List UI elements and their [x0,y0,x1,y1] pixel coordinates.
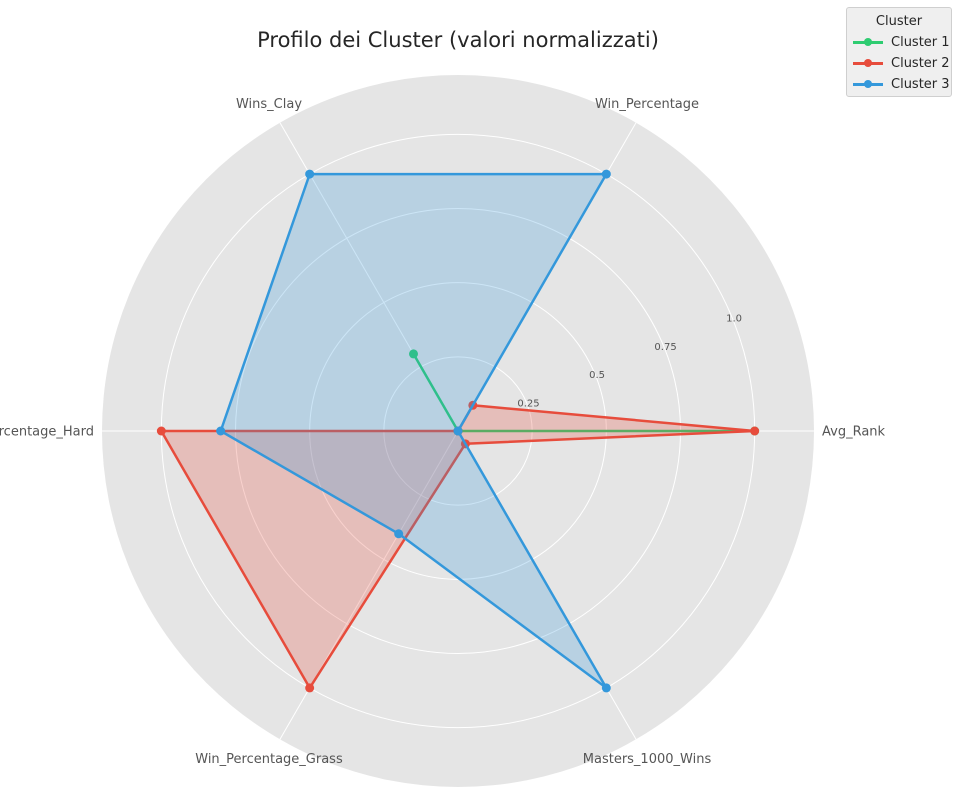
radial-tick-label: 0.5 [589,370,605,381]
data-point [453,426,463,436]
radial-tick-label: 0.75 [654,342,676,353]
axis-label: Win_Percentage [595,97,699,112]
legend-swatch [853,33,883,51]
legend: Cluster Cluster 1 Cluster 2 Cluster 3 [846,7,952,97]
axis-labels: Avg_Rank Win_Percentage Wins_Clay Win_Perce… [0,97,886,767]
axis-label: Wins_Clay [236,97,302,112]
data-point [305,169,315,179]
legend-label: Cluster 3 [891,76,950,92]
chart-title: Profilo dei Cluster (valori normalizzati… [257,28,659,52]
series-area [220,174,607,688]
series-layer [156,169,760,693]
data-point [216,426,226,436]
axis-label: Masters_1000_Wins [583,752,712,767]
axis-label: Avg_Rank [822,425,886,440]
data-point [305,683,315,693]
data-point [156,426,166,436]
legend-item-cluster-2: Cluster 2 [853,54,950,72]
radial-tick-label: 1.0 [726,313,742,324]
radial-ticks: 0.25 0.5 0.75 1.0 [517,313,742,409]
axis-label: Win_Percentage_Hard [0,425,94,440]
series-3 [216,169,611,693]
legend-title: Cluster [875,14,923,29]
legend-item-cluster-1: Cluster 1 [853,33,950,51]
legend-swatch [853,75,883,93]
legend-label: Cluster 1 [891,34,950,50]
axis-label: Win_Percentage_Grass [195,752,343,767]
data-point [750,426,760,436]
series-area [161,405,755,688]
legend-item-cluster-3: Cluster 3 [853,75,950,93]
legend-label: Cluster 2 [891,55,950,71]
data-point [409,349,418,359]
data-point [601,169,611,179]
radial-tick-label: 0.25 [517,399,539,410]
data-point [601,683,611,693]
data-point [394,529,404,539]
legend-swatch [853,54,883,72]
